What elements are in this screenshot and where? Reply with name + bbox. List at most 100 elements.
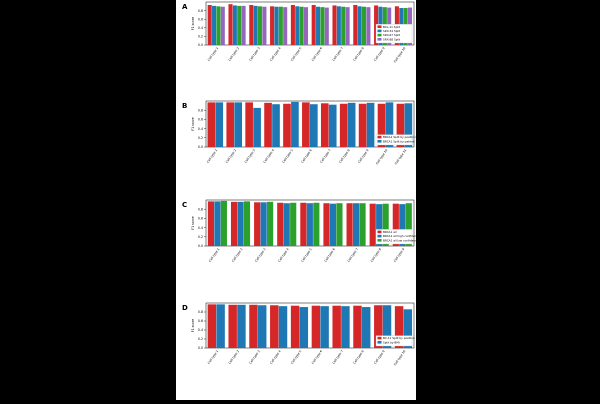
x-tick-label: Cell type 8 [370,247,383,263]
bar [290,305,300,348]
y-axis-label: F1 score [191,216,195,229]
y-tick-label: 0.8 [198,9,203,13]
bar [362,6,367,46]
bar [311,305,321,348]
legend-box [375,229,413,245]
legend-entry: Split by BMI [383,340,400,344]
legend-entry: BRCA1 Split by patient [383,139,416,143]
y-tick-label: 0.2 [198,337,203,341]
x-tick-label: Cell type 2 [227,349,240,365]
y-tick-label: 0.6 [198,118,203,122]
bar [237,201,244,246]
bar [283,7,288,45]
bar [324,7,329,45]
bar [346,203,353,246]
bar [376,204,383,246]
x-tick-label: Cell type 9 [393,247,406,263]
bar [237,5,242,46]
bar [336,6,341,46]
bar [207,201,215,246]
x-tick-label: Cell type 5 [300,247,313,263]
bar [290,202,297,246]
bar [253,107,261,147]
y-axis-label: F1 score [191,117,195,130]
legend-swatch [377,135,382,139]
x-tick-label: Cell type 2 [225,148,238,164]
legend-entry: BC-11 Split by position [383,336,415,340]
x-tick-label: Cell type 10 [375,148,389,165]
panel-label: D [182,304,188,312]
x-tick-label: Cell type 7 [331,46,344,62]
bar [404,103,413,147]
legend-swatch [377,336,382,340]
legend-entry: BRCA1 all low confidence [383,238,416,242]
bar [249,304,258,348]
bar [241,5,246,46]
bar [232,5,237,46]
y-tick-label: 0.2 [198,235,203,239]
bar [396,103,405,147]
bar [377,103,386,147]
bar [332,305,341,348]
x-tick-label: Cell type 4 [269,46,282,62]
legend-swatch [377,29,382,33]
bar [306,203,313,246]
x-tick-label: Cell type 8 [352,349,365,365]
bar [278,6,283,46]
x-tick-label: Cell type 7 [347,247,360,263]
chart-panel-d: D 0.0 0.2 0.4 0.6 0.8 F1 score Cell type 1 Cell … [182,302,415,366]
bar [336,203,343,246]
legend-entry: BRCA1 all [383,230,397,234]
x-tick-label: Cell type 4 [277,247,290,263]
bar [207,304,217,348]
bar [230,201,238,246]
y-tick-label: 0.0 [198,244,203,248]
x-tick-label: Cell type 4 [262,148,275,164]
bar [220,6,225,46]
bar [352,203,360,246]
x-tick-label: Cell type 3 [248,349,261,365]
y-axis-label: F1 score [191,319,195,332]
panel-label: C [182,201,187,209]
y-tick-label: 0.2 [198,35,203,39]
bar [212,5,217,46]
bar [332,5,337,46]
legend-box [375,24,413,44]
x-tick-label: Cell type 6 [311,46,324,62]
y-tick-label: 0.2 [198,136,203,140]
bar [313,202,320,246]
x-tick-label: Cell type 3 [254,247,267,263]
bar [283,103,291,147]
x-tick-label: Cell type 10 [393,349,407,366]
bar [405,203,412,246]
figure-panel: A 0.0 0.2 0.4 0.6 0.8 F1 score Cell type 1 Cell … [176,0,420,400]
bar [270,6,275,46]
x-tick-label: Cell type 10 [393,46,407,63]
y-tick-label: 0.4 [198,328,203,332]
bar [320,103,329,147]
bar [272,104,280,147]
legend-entry: BCL-11 Split [383,25,401,29]
bar [299,6,304,46]
bar [253,5,258,46]
bar [302,102,310,147]
bar [366,7,371,45]
bar [283,203,290,246]
bar [341,306,350,348]
panel-label: A [182,3,188,11]
bar [215,102,224,147]
legend-box [375,335,413,347]
bar [374,305,383,348]
bar [341,6,346,46]
legend-entry: BRCA1 all high confidence [383,234,416,238]
bar [345,7,350,45]
legend-entry: SRX-88 Split [383,37,401,41]
x-tick-label: Cell type 2 [231,247,244,263]
bar [214,201,221,246]
bar [220,200,227,246]
bar [262,6,267,46]
bar [228,4,233,45]
legend-swatch [377,230,382,234]
